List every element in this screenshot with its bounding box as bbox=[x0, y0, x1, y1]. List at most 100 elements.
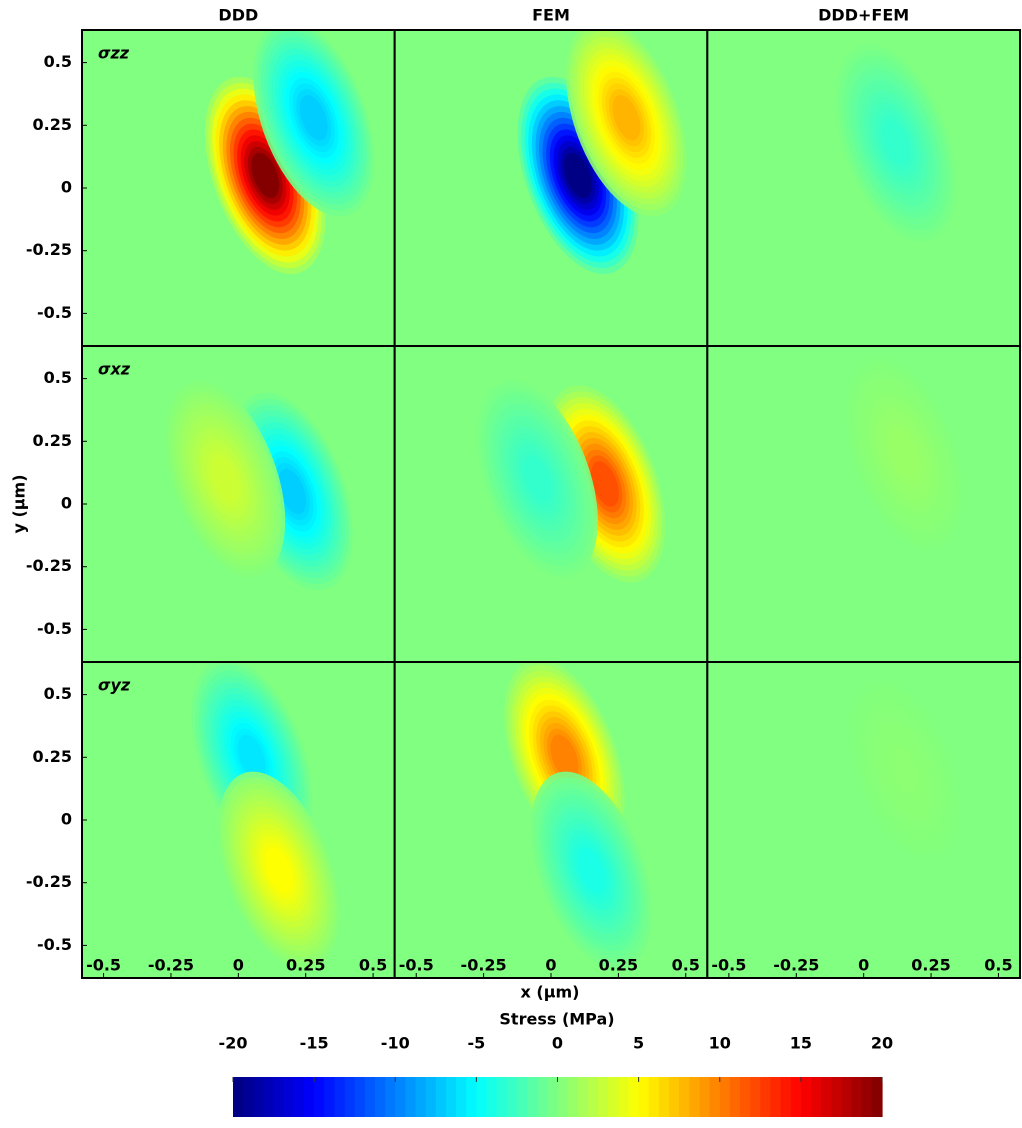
colorbar-cell bbox=[821, 1077, 832, 1117]
y-axis-label: y (µm) bbox=[10, 474, 29, 533]
colorbar-cell bbox=[303, 1077, 315, 1117]
colorbar-cell bbox=[618, 1077, 630, 1117]
y-tick-label: 0.5 bbox=[44, 368, 72, 387]
y-tick-label: -0.5 bbox=[37, 303, 72, 322]
colorbar-cell bbox=[750, 1077, 761, 1117]
colorbar-cell bbox=[314, 1077, 325, 1117]
colorbar-cell bbox=[648, 1077, 660, 1117]
contour-level bbox=[550, 734, 579, 780]
colorbar-cell bbox=[760, 1077, 772, 1117]
colorbar-cell bbox=[324, 1077, 336, 1117]
row-label: σzz bbox=[98, 44, 130, 63]
colorbar-cell bbox=[415, 1077, 427, 1117]
column-title: DDD bbox=[218, 6, 258, 25]
colorbar-cell bbox=[233, 1077, 244, 1117]
colorbar-cell bbox=[679, 1077, 690, 1117]
colorbar-cell bbox=[709, 1077, 721, 1117]
panel bbox=[394, 346, 708, 662]
x-tick-label: -0.5 bbox=[399, 956, 434, 975]
x-tick-label: 0 bbox=[858, 956, 869, 975]
colorbar-cell bbox=[283, 1077, 295, 1117]
contour-level bbox=[612, 95, 641, 141]
x-tick-label: 0 bbox=[545, 956, 556, 975]
colorbar-cell bbox=[435, 1077, 447, 1117]
x-tick-label: 0.5 bbox=[672, 956, 700, 975]
colorbar-cell bbox=[861, 1077, 873, 1117]
colorbar-cell bbox=[841, 1077, 853, 1117]
contour-level bbox=[237, 734, 266, 780]
colorbar-cell bbox=[516, 1077, 528, 1117]
contour-level bbox=[251, 152, 280, 199]
colorbar-cell bbox=[851, 1077, 863, 1117]
colorbar-cell bbox=[628, 1077, 640, 1117]
x-tick-label: 0.5 bbox=[984, 956, 1012, 975]
column-title: FEM bbox=[532, 6, 570, 25]
colorbar-tick-label: 0 bbox=[552, 1034, 563, 1053]
contour-level bbox=[264, 847, 293, 893]
x-tick-label: 0.25 bbox=[286, 956, 325, 975]
colorbar-cell bbox=[527, 1077, 538, 1117]
panel bbox=[82, 662, 395, 978]
colorbar-cell bbox=[587, 1077, 599, 1117]
x-tick-label: -0.5 bbox=[711, 956, 746, 975]
colorbar-cell bbox=[456, 1077, 467, 1117]
row-label: σyz bbox=[98, 676, 131, 695]
y-tick-label: -0.25 bbox=[26, 240, 72, 259]
x-tick-label: -0.25 bbox=[148, 956, 194, 975]
colorbar-tick-label: -20 bbox=[219, 1034, 248, 1053]
colorbar-cell bbox=[466, 1077, 477, 1117]
contour-level bbox=[882, 120, 910, 166]
colorbar-cell bbox=[293, 1077, 305, 1117]
colorbar-cell bbox=[811, 1077, 822, 1117]
x-axis-label: x (µm) bbox=[521, 983, 580, 1002]
colorbar-tick-label: 15 bbox=[790, 1034, 812, 1053]
colorbar-cell bbox=[638, 1077, 650, 1117]
y-tick-label: 0.25 bbox=[33, 431, 72, 450]
colorbar-cell bbox=[425, 1077, 437, 1117]
colorbar-cell bbox=[243, 1077, 254, 1117]
colorbar-cell bbox=[871, 1077, 883, 1117]
colorbar-cell bbox=[790, 1077, 802, 1117]
y-tick-label: 0 bbox=[61, 494, 72, 513]
colorbar-cell bbox=[567, 1077, 579, 1117]
colorbar-cell bbox=[669, 1077, 680, 1117]
colorbar-cell bbox=[253, 1077, 265, 1117]
colorbar-cell bbox=[364, 1077, 376, 1117]
colorbar-cell bbox=[405, 1077, 417, 1117]
panel bbox=[82, 30, 395, 346]
x-tick-label: -0.25 bbox=[461, 956, 507, 975]
colorbar-cell bbox=[608, 1077, 619, 1117]
colorbar-cell bbox=[344, 1077, 356, 1117]
colorbar-cell bbox=[689, 1077, 701, 1117]
y-tick-label: -0.25 bbox=[26, 872, 72, 891]
colorbar-tick-label: 5 bbox=[633, 1034, 644, 1053]
colorbar-cell bbox=[557, 1077, 569, 1117]
panel bbox=[394, 662, 708, 978]
colorbar-tick-label: 10 bbox=[709, 1034, 731, 1053]
contour-level bbox=[210, 456, 239, 502]
colorbar-cell bbox=[334, 1077, 346, 1117]
panel bbox=[707, 346, 1020, 662]
colorbar-cell bbox=[770, 1077, 782, 1117]
colorbar-cell bbox=[729, 1077, 741, 1117]
contour-level bbox=[564, 152, 592, 199]
panel bbox=[82, 346, 395, 662]
colorbar-cell bbox=[273, 1077, 285, 1117]
colorbar-tick-label: -10 bbox=[381, 1034, 410, 1053]
row-label: σxz bbox=[98, 360, 131, 379]
colorbar-tick-label: -15 bbox=[300, 1034, 329, 1053]
colorbar-cell bbox=[577, 1077, 589, 1117]
colorbar-cell bbox=[395, 1077, 406, 1117]
contour-level bbox=[523, 456, 552, 502]
colorbar-cell bbox=[385, 1077, 396, 1117]
colorbar-label: Stress (MPa) bbox=[499, 1010, 614, 1029]
panel bbox=[394, 30, 708, 346]
panel bbox=[707, 662, 1020, 978]
y-tick-label: 0.5 bbox=[44, 52, 72, 71]
x-tick-label: -0.25 bbox=[773, 956, 819, 975]
colorbar-cell bbox=[699, 1077, 711, 1117]
y-tick-label: -0.5 bbox=[37, 619, 72, 638]
colorbar-cell bbox=[658, 1077, 670, 1117]
y-tick-label: -0.5 bbox=[37, 935, 72, 954]
